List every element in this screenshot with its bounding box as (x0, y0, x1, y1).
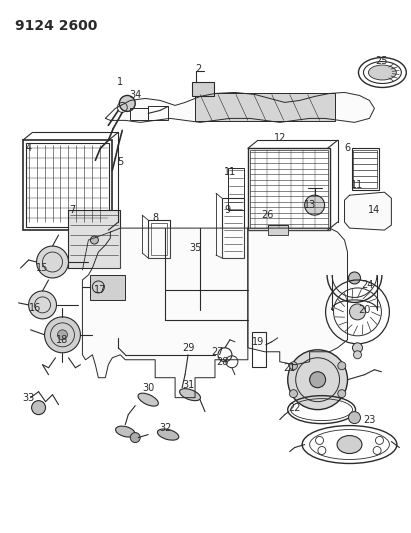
Text: 13: 13 (303, 200, 316, 210)
Bar (151, 223, 167, 255)
Circle shape (289, 362, 298, 370)
Polygon shape (344, 192, 391, 230)
Bar (148, 220, 170, 258)
Circle shape (353, 343, 363, 353)
Text: 33: 33 (23, 393, 35, 402)
Circle shape (119, 95, 135, 111)
Bar (148, 107, 168, 120)
Bar (195, 93, 335, 122)
Bar (268, 225, 288, 235)
Text: 9124 2600: 9124 2600 (15, 19, 97, 33)
Circle shape (288, 350, 348, 410)
Circle shape (309, 372, 326, 387)
Circle shape (338, 390, 346, 398)
Bar (25, 143, 109, 227)
Text: 17: 17 (94, 285, 106, 295)
Text: 12: 12 (274, 133, 286, 143)
Text: 25: 25 (375, 55, 388, 66)
Circle shape (349, 411, 360, 424)
Bar (130, 108, 148, 120)
Circle shape (90, 236, 98, 244)
Text: 23: 23 (363, 415, 376, 425)
Ellipse shape (337, 435, 362, 454)
Circle shape (29, 291, 56, 319)
Text: 32: 32 (159, 423, 171, 433)
Text: 16: 16 (30, 303, 42, 313)
Bar (252, 332, 266, 367)
Circle shape (130, 433, 140, 442)
Text: 21: 21 (284, 363, 296, 373)
Text: 1: 1 (117, 77, 123, 87)
Text: 20: 20 (358, 305, 371, 315)
Text: 28: 28 (216, 357, 228, 367)
Bar (90, 275, 125, 300)
Text: 35: 35 (189, 243, 201, 253)
Text: 5: 5 (117, 157, 123, 167)
Circle shape (44, 317, 81, 353)
Text: 24: 24 (361, 280, 374, 290)
Text: 14: 14 (368, 205, 381, 215)
Polygon shape (248, 228, 348, 365)
Polygon shape (105, 92, 374, 123)
Text: 29: 29 (182, 343, 194, 353)
Ellipse shape (157, 429, 179, 440)
Text: 9: 9 (225, 205, 231, 215)
Ellipse shape (115, 426, 135, 437)
Bar (69, 210, 120, 268)
Text: 2: 2 (195, 63, 201, 74)
Text: 22: 22 (289, 402, 301, 413)
Text: 18: 18 (56, 335, 69, 345)
Circle shape (58, 330, 67, 340)
Text: 7: 7 (69, 205, 76, 215)
Bar (248, 148, 330, 230)
Text: 11: 11 (224, 167, 236, 177)
Bar (228, 168, 244, 210)
Text: 4: 4 (25, 143, 32, 154)
Ellipse shape (138, 393, 158, 406)
Text: 30: 30 (142, 383, 154, 393)
Bar (250, 150, 328, 228)
Text: 26: 26 (261, 210, 274, 220)
Text: 6: 6 (344, 143, 351, 154)
Text: 11: 11 (351, 180, 364, 190)
Circle shape (338, 362, 346, 370)
Circle shape (349, 304, 365, 320)
Ellipse shape (180, 389, 201, 401)
Circle shape (32, 401, 46, 415)
Text: 19: 19 (252, 337, 264, 347)
Text: 8: 8 (152, 213, 158, 223)
Ellipse shape (368, 65, 396, 80)
Bar (23, 140, 112, 230)
Bar (353, 150, 377, 188)
Circle shape (305, 195, 325, 215)
Text: 34: 34 (129, 91, 141, 100)
Text: 27: 27 (212, 347, 224, 357)
Polygon shape (83, 228, 248, 398)
Bar (351, 148, 379, 190)
Circle shape (349, 272, 360, 284)
Text: 15: 15 (36, 263, 49, 273)
Bar (222, 198, 244, 258)
Circle shape (37, 246, 69, 278)
Bar (192, 83, 214, 96)
Circle shape (289, 390, 298, 398)
Text: 31: 31 (182, 379, 194, 390)
Circle shape (353, 351, 361, 359)
